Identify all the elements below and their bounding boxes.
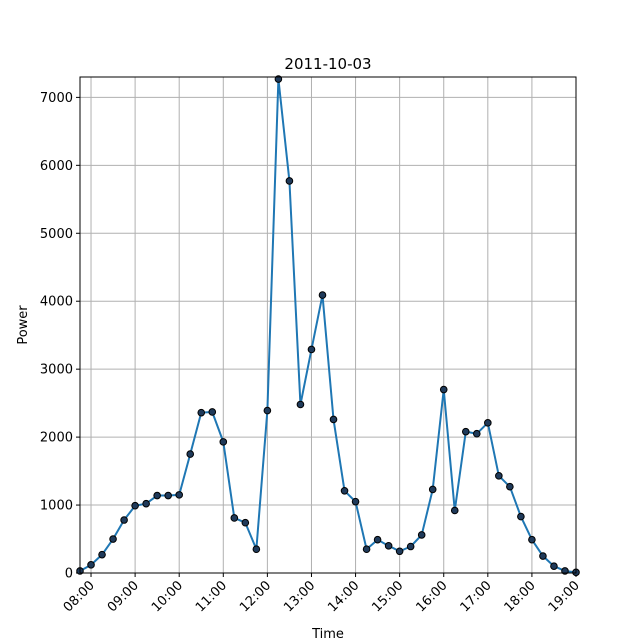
data-point: [417, 531, 426, 539]
y-tick-label: 1000: [40, 499, 73, 514]
series-layer: [76, 75, 580, 577]
data-point: [219, 438, 228, 446]
data-point: [450, 506, 459, 515]
y-tick-label: 3000: [40, 363, 73, 378]
y-tick-label: 4000: [40, 295, 73, 310]
data-point: [395, 547, 404, 556]
y-tick-label: 0: [65, 567, 73, 582]
data-point: [318, 291, 327, 299]
data-point: [362, 545, 371, 554]
y-tick-label: 6000: [40, 159, 73, 174]
chart-title: 2011-10-03: [284, 55, 371, 73]
data-point: [428, 485, 437, 494]
data-point: [340, 486, 349, 495]
x-tick-label: 15:00: [369, 578, 406, 615]
y-tick-label: 2000: [40, 431, 73, 446]
data-point: [384, 542, 393, 550]
data-point: [484, 419, 492, 427]
data-point: [307, 345, 316, 354]
data-point: [175, 491, 183, 499]
x-tick-label: 16:00: [413, 578, 450, 615]
data-point: [528, 535, 536, 544]
data-point: [539, 552, 547, 560]
data-point: [153, 491, 161, 500]
data-point: [296, 400, 305, 409]
data-point: [406, 542, 415, 551]
x-tick-label: 18:00: [502, 578, 539, 615]
data-point: [120, 516, 128, 524]
data-point: [506, 482, 514, 491]
y-tick-label: 5000: [40, 227, 73, 242]
x-tick-label: 13:00: [281, 578, 318, 615]
y-axis-ticks: 0 1000 2000 3000 4000 5000 6000 7000: [40, 91, 80, 582]
data-point: [495, 472, 503, 480]
data-point: [439, 385, 448, 394]
x-axis-label: Time: [311, 627, 344, 642]
data-point: [285, 177, 294, 185]
data-point: [131, 501, 139, 510]
data-point: [461, 427, 470, 436]
data-point: [550, 562, 558, 571]
data-point: [373, 535, 382, 544]
x-axis-ticks: 08:00 09:00 10:00 11:00 12:00 13:00 14:00 15:00…: [61, 573, 583, 615]
x-tick-label: 11:00: [193, 578, 230, 615]
data-point: [164, 491, 172, 500]
data-point: [473, 429, 481, 438]
series-line: [79, 78, 577, 574]
plot-frame: [79, 76, 577, 574]
data-point: [351, 497, 360, 506]
x-tick-label: 10:00: [149, 578, 186, 615]
x-tick-label: 09:00: [105, 578, 142, 615]
data-point: [252, 545, 261, 554]
y-tick-label: 7000: [40, 91, 73, 106]
x-tick-label: 14:00: [325, 578, 362, 615]
x-tick-label: 12:00: [237, 578, 274, 615]
y-axis-label: Power: [16, 305, 31, 345]
data-point: [241, 518, 250, 527]
data-point: [208, 408, 217, 416]
data-point: [517, 512, 525, 521]
data-point: [186, 450, 195, 458]
data-point: [98, 550, 106, 559]
x-tick-label: 08:00: [61, 578, 98, 615]
x-tick-label: 19:00: [546, 578, 583, 615]
data-point: [329, 415, 338, 424]
data-point: [87, 561, 95, 569]
data-point: [142, 499, 150, 508]
x-tick-label: 17:00: [458, 578, 495, 615]
data-point: [109, 535, 117, 543]
data-point: [230, 514, 239, 522]
data-point: [197, 408, 206, 417]
data-point: [263, 406, 272, 415]
